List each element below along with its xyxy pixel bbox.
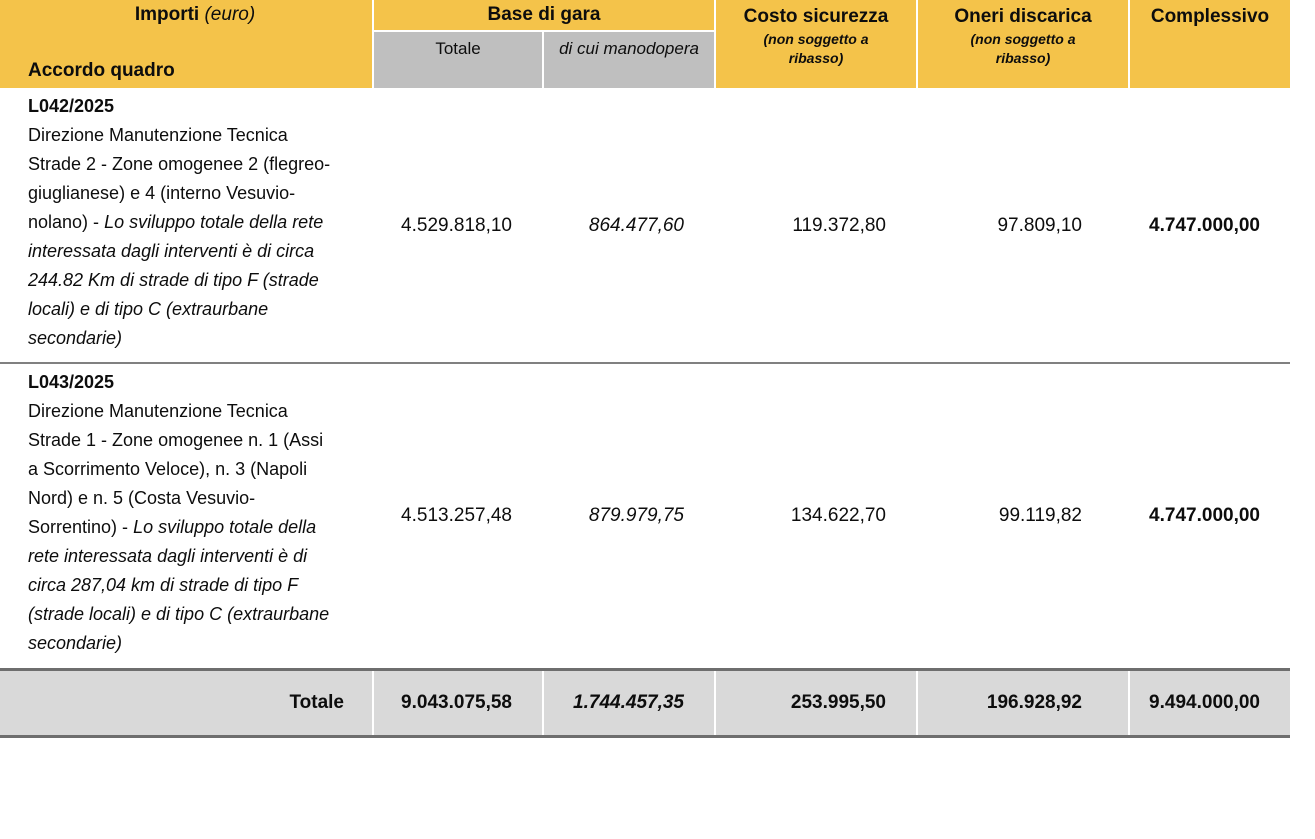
row-description-cell: L042/2025 Direzione Manutenzione Tecnica… [0, 90, 372, 361]
importi-label: Importi [134, 4, 200, 25]
header-importi-accordo-quadro: Importi (euro) Accordo quadro [0, 0, 372, 88]
cell-base-totale: 4.529.818,10 [401, 214, 512, 236]
costo-sicurezza-note: (non soggetto a ribasso) [763, 31, 869, 66]
row-separator [0, 362, 1290, 364]
row-description-italic: Lo sviluppo totale della rete interessat… [28, 517, 330, 653]
header-complessivo: Complessivo [1130, 0, 1290, 88]
header-base-di-gara: Base di gara [374, 0, 714, 30]
totals-manodopera: 1.744.457,35 [544, 671, 714, 735]
totals-costo-sicurezza: 253.995,50 [716, 671, 916, 735]
header-importi: Importi (euro) [28, 4, 362, 26]
oneri-discarica-title: Oneri discarica [954, 6, 1092, 27]
header-costo-sicurezza: Costo sicurezza (non soggetto a ribasso) [716, 0, 916, 88]
header-base-di-gara-group: Base di gara Totale di cui manodopera [374, 0, 714, 88]
table-header: Importi (euro) Accordo quadro Base di ga… [0, 0, 1290, 88]
subheader-totale: Totale [374, 32, 542, 88]
cell-complessivo: 4.747.000,00 [1149, 505, 1260, 526]
totals-label: Totale [0, 671, 372, 735]
base-di-gara-subheaders: Totale di cui manodopera [374, 32, 714, 88]
cell-manodopera: 879.979,75 [588, 505, 684, 526]
subheader-di-cui-manodopera: di cui manodopera [544, 32, 714, 88]
oneri-discarica-note: (non soggetto a ribasso) [970, 31, 1076, 66]
row-description-italic: Lo sviluppo totale della rete interessat… [28, 212, 324, 348]
cell-oneri-discarica: 97.809,10 [997, 214, 1082, 236]
row-code: L043/2025 [28, 372, 115, 392]
cell-costo-sicurezza: 119.372,80 [792, 214, 886, 236]
totals-base-totale: 9.043.075,58 [374, 671, 542, 735]
row-description-cell: L043/2025 Direzione Manutenzione Tecnica… [0, 366, 372, 666]
row-code: L042/2025 [28, 96, 115, 116]
table-row-l042-2025: L042/2025 Direzione Manutenzione Tecnica… [0, 90, 1290, 361]
header-accordo-quadro: Accordo quadro [28, 60, 175, 81]
cell-manodopera: 864.477,60 [588, 214, 684, 236]
totals-oneri-discarica: 196.928,92 [918, 671, 1128, 735]
cell-costo-sicurezza: 134.622,70 [790, 505, 886, 526]
cell-base-totale: 4.513.257,48 [401, 505, 512, 526]
row-description: Direzione Manutenzione Tecnica Strade 2 … [28, 125, 331, 232]
costo-sicurezza-title: Costo sicurezza [743, 6, 889, 27]
cell-complessivo: 4.747.000,00 [1149, 214, 1260, 236]
complessivo-title: Complessivo [1150, 6, 1270, 27]
row-description: Direzione Manutenzione Tecnica Strade 1 … [28, 401, 324, 537]
importi-unit: (euro) [204, 4, 256, 25]
totals-complessivo: 9.494.000,00 [1130, 671, 1290, 735]
cell-oneri-discarica: 99.119,82 [998, 505, 1082, 526]
table-row-l043-2025: L043/2025 Direzione Manutenzione Tecnica… [0, 366, 1290, 666]
totals-row: Totale 9.043.075,58 1.744.457,35 253.995… [0, 668, 1290, 738]
importi-table: Importi (euro) Accordo quadro Base di ga… [0, 0, 1290, 738]
header-oneri-discarica: Oneri discarica (non soggetto a ribasso) [918, 0, 1128, 88]
